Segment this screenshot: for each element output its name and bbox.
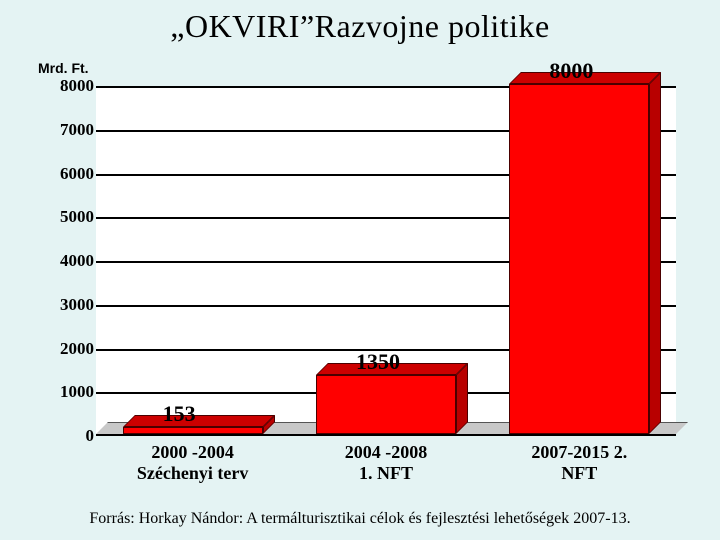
bar-chart: 0100020003000400050006000700080001532000… xyxy=(38,86,688,486)
x-tick-label: 2004 -20081. NFT xyxy=(289,442,482,483)
bar-front xyxy=(509,84,649,434)
y-tick-label: 1000 xyxy=(40,382,94,402)
x-tick-label: 2007-2015 2.NFT xyxy=(483,442,676,483)
bar xyxy=(509,84,649,434)
x-tick-line1: 2000 -2004 xyxy=(151,442,234,462)
bar xyxy=(316,375,456,434)
bar-side-face xyxy=(456,363,468,434)
bar-value-label: 1350 xyxy=(356,349,400,375)
y-tick-label: 6000 xyxy=(40,164,94,184)
x-tick-line1: 2004 -2008 xyxy=(345,442,428,462)
y-tick-label: 8000 xyxy=(40,76,94,96)
x-tick-line2: NFT xyxy=(561,463,597,483)
bar-top-face xyxy=(123,415,275,427)
y-tick-label: 2000 xyxy=(40,339,94,359)
bar-value-label: 153 xyxy=(163,401,196,427)
x-tick-label: 2000 -2004Széchenyi terv xyxy=(96,442,289,483)
bar-value-label: 8000 xyxy=(549,58,593,84)
y-tick-label: 0 xyxy=(40,426,94,446)
source-citation: Forrás: Horkay Nándor: A termálturisztik… xyxy=(0,510,720,528)
bar-front xyxy=(123,427,263,434)
plot-area xyxy=(96,86,676,436)
bar-front xyxy=(316,375,456,434)
x-tick-line1: 2007-2015 2. xyxy=(531,442,627,462)
y-tick-label: 7000 xyxy=(40,120,94,140)
y-tick-label: 3000 xyxy=(40,295,94,315)
x-tick-line2: 1. NFT xyxy=(359,463,413,483)
bar xyxy=(123,427,263,434)
y-tick-label: 5000 xyxy=(40,207,94,227)
y-tick-label: 4000 xyxy=(40,251,94,271)
bar-side-face xyxy=(649,72,661,434)
page-title: „OKVIRI”Razvojne politike xyxy=(0,0,720,45)
x-tick-line2: Széchenyi terv xyxy=(137,463,248,483)
y-axis-unit-label: Mrd. Ft. xyxy=(38,60,89,76)
